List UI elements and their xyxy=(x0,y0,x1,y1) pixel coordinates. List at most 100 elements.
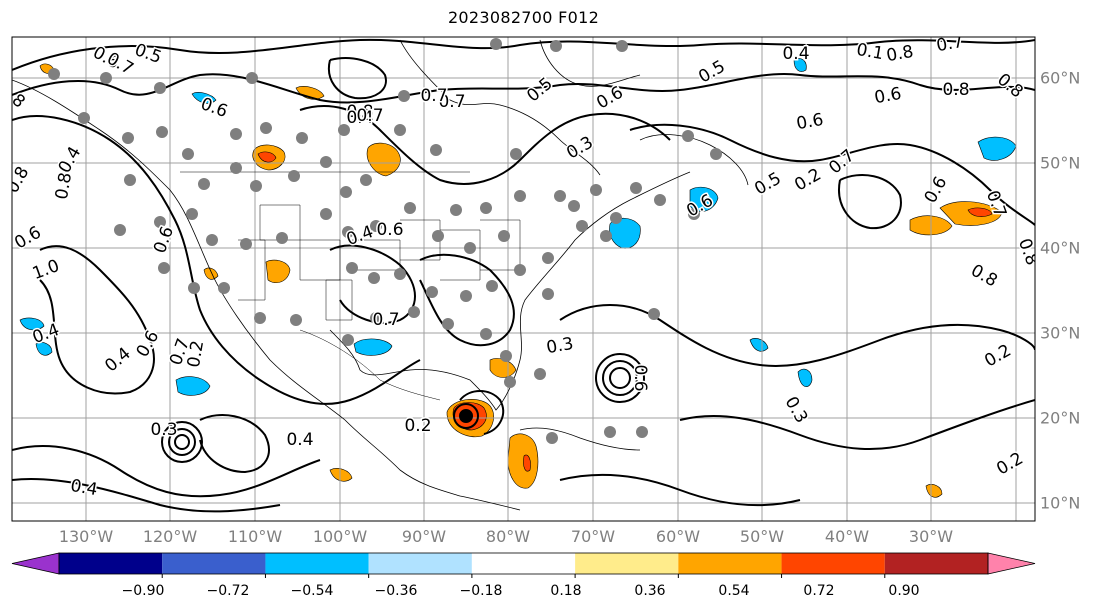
border-line xyxy=(480,219,521,271)
station-dot xyxy=(100,72,112,84)
station-dot xyxy=(514,190,526,202)
station-dot xyxy=(542,252,554,264)
colorbar-extend-low xyxy=(11,552,60,575)
station-dot xyxy=(480,202,492,214)
colorbar-segment xyxy=(59,553,163,574)
border-line xyxy=(325,279,353,321)
station-dot xyxy=(342,226,354,238)
contour-ring xyxy=(595,353,645,403)
contour-ring xyxy=(453,403,479,429)
colorbar-segment xyxy=(575,553,679,574)
station-dot xyxy=(648,308,660,320)
coastlines xyxy=(12,39,749,511)
lon-label: 50°W xyxy=(739,527,785,546)
contour-line xyxy=(459,390,505,435)
contour-label: 0.4 xyxy=(346,108,373,128)
contour-line xyxy=(12,445,321,498)
coastline xyxy=(519,427,641,451)
lat-label: 10°N xyxy=(1040,493,1081,513)
colorbar-tick-label: −0.18 xyxy=(459,583,503,599)
colorbar-segment xyxy=(781,553,885,574)
station-dot xyxy=(230,162,242,174)
contour-line xyxy=(559,473,801,507)
station-dot xyxy=(320,208,332,220)
lat-label: 40°N xyxy=(1040,238,1081,258)
station-dot xyxy=(206,234,218,246)
contour-ring xyxy=(609,367,631,389)
coastline xyxy=(639,134,749,186)
lon-label: 80°W xyxy=(485,527,531,546)
colorbar-segment xyxy=(884,553,988,574)
shaded-patch xyxy=(749,338,769,352)
border-line xyxy=(299,329,441,401)
station-dot xyxy=(124,174,136,186)
station-dot xyxy=(604,426,616,438)
shaded-patch xyxy=(797,368,813,387)
contour-label: 0.3 xyxy=(150,420,177,440)
station-dot xyxy=(188,282,200,294)
station-dot xyxy=(546,432,558,444)
closed-contours xyxy=(161,353,645,463)
station-dot xyxy=(654,194,666,206)
shaded-patch xyxy=(925,484,943,498)
station-dot xyxy=(600,230,612,242)
station-dot xyxy=(442,318,454,330)
lat-label: 60°N xyxy=(1040,68,1081,88)
station-dot xyxy=(246,72,258,84)
station-dot xyxy=(368,272,380,284)
station-dot xyxy=(370,312,382,324)
station-dot xyxy=(486,280,498,292)
station-dot xyxy=(432,230,444,242)
station-dot xyxy=(630,182,642,194)
colorbar-segment xyxy=(368,553,472,574)
station-dot xyxy=(510,148,522,160)
shaded-patch xyxy=(523,454,531,472)
station-dot xyxy=(610,212,622,224)
station-dot xyxy=(408,306,420,318)
colorbar-tick-label: 0.18 xyxy=(550,583,582,599)
station-dot xyxy=(460,290,472,302)
shaded-patch xyxy=(203,267,219,280)
coastline xyxy=(399,39,601,176)
contour-label: 0.7 xyxy=(356,106,383,126)
station-dot xyxy=(154,216,166,228)
station-dot xyxy=(218,282,230,294)
station-dot xyxy=(682,130,694,142)
station-dot xyxy=(260,122,272,134)
lon-label: 30°W xyxy=(908,527,954,546)
station-dot xyxy=(590,184,602,196)
station-dot xyxy=(576,220,588,232)
contour-label: 0.6 xyxy=(630,364,650,391)
station-dot xyxy=(464,242,476,254)
contour-label: 0.8 xyxy=(346,102,373,122)
station-dot xyxy=(404,202,416,214)
station-dot xyxy=(514,264,526,276)
station-dot xyxy=(230,128,242,140)
station-dot xyxy=(254,312,266,324)
station-dot xyxy=(568,200,580,212)
map-frame xyxy=(11,36,1036,522)
shaded-patch xyxy=(175,376,211,396)
lon-label: 60°W xyxy=(655,527,701,546)
station-dot xyxy=(288,170,300,182)
shaded-patch xyxy=(353,338,393,356)
station-dot xyxy=(710,148,722,160)
colorbar-tick-label: 0.54 xyxy=(718,583,750,599)
lon-label: 120°W xyxy=(142,527,198,546)
station-dot xyxy=(154,82,166,94)
station-dot xyxy=(500,350,512,362)
coastline xyxy=(12,79,521,511)
station-dot xyxy=(156,126,168,138)
station-dot xyxy=(198,178,210,190)
station-dot xyxy=(240,238,252,250)
contour-line xyxy=(39,245,155,395)
contour-line xyxy=(679,399,1035,451)
shaded-patch xyxy=(793,58,807,72)
contour-label: 0.1 xyxy=(855,40,885,64)
lon-label: 100°W xyxy=(312,527,368,546)
contour-line xyxy=(327,57,387,100)
station-dot xyxy=(320,156,332,168)
lat-label: 20°N xyxy=(1040,408,1081,428)
station-dot xyxy=(340,186,352,198)
colorbar-tick-label: −0.90 xyxy=(121,583,165,599)
